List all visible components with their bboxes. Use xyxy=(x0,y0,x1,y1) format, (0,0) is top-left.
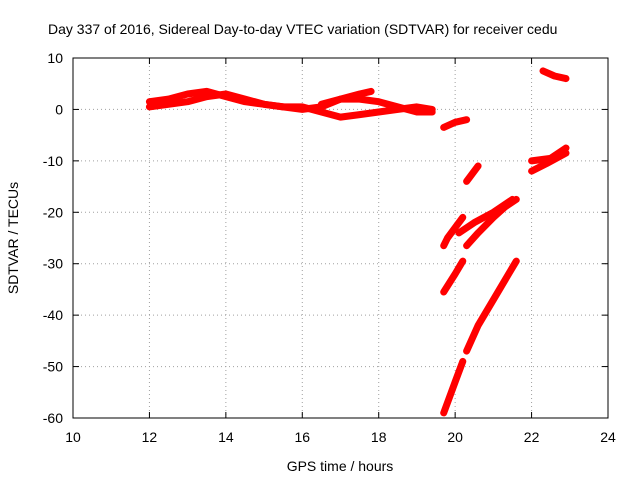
x-tick-label: 18 xyxy=(371,429,387,445)
plot-frame xyxy=(72,57,609,419)
x-tick-label: 10 xyxy=(65,429,81,445)
series-track-12 xyxy=(528,149,570,175)
data-series xyxy=(145,67,570,417)
x-tick-label: 24 xyxy=(600,429,616,445)
series-track-5 xyxy=(463,162,482,185)
x-tick-label: 12 xyxy=(142,429,158,445)
series-track-11 xyxy=(463,257,520,355)
series-track-10 xyxy=(440,357,467,417)
y-tick-label: -50 xyxy=(43,359,63,375)
x-tick-label: 14 xyxy=(218,429,234,445)
x-tick-label: 16 xyxy=(294,429,310,445)
series-track-3 xyxy=(317,95,436,116)
x-tick-label: 22 xyxy=(524,429,540,445)
y-axis-ticks: 10 0 -10 -20 -30 -40 -50 -60 xyxy=(43,50,608,426)
y-axis-label: SDTVAR / TECUs xyxy=(5,182,21,294)
y-tick-label: 0 xyxy=(55,101,63,117)
x-axis-label: GPS time / hours xyxy=(287,458,394,474)
series-track-8 xyxy=(440,257,467,296)
y-tick-label: 10 xyxy=(47,50,63,66)
y-tick-label: -40 xyxy=(43,307,63,323)
x-tick-label: 20 xyxy=(447,429,463,445)
series-track-9 xyxy=(463,195,520,250)
chart-title: Day 337 of 2016, Sidereal Day-to-day VTE… xyxy=(48,21,557,37)
series-track-6 xyxy=(440,213,467,250)
y-tick-label: -20 xyxy=(43,204,63,220)
series-track-4 xyxy=(440,116,471,131)
y-tick-label: -30 xyxy=(43,256,63,272)
grid-lines xyxy=(73,58,608,418)
y-tick-label: -10 xyxy=(43,153,63,169)
x-axis-ticks: 10 12 14 16 18 20 22 24 xyxy=(65,58,616,445)
series-track-14 xyxy=(539,67,570,83)
series-track-13 xyxy=(528,144,570,165)
y-tick-label: -60 xyxy=(43,410,63,426)
